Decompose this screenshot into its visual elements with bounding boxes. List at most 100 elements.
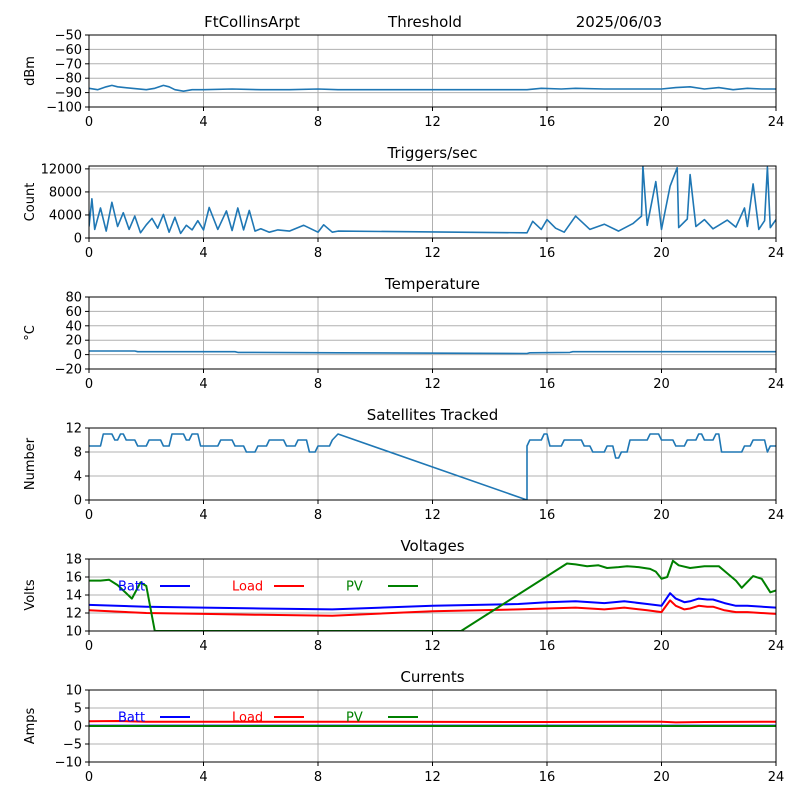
header-date: 2025/06/03 (576, 13, 662, 31)
y-tick-label: 20 (65, 334, 82, 349)
x-tick-label: 4 (199, 639, 207, 654)
x-tick-label: 16 (539, 377, 556, 392)
series-line-load (89, 599, 776, 617)
x-tick-label: 24 (768, 377, 785, 392)
series-line-batt (89, 592, 776, 611)
legend-label-batt: Batt (118, 580, 145, 595)
y-tick-label: −50 (55, 29, 82, 44)
y-tick-label: −20 (55, 363, 82, 378)
panel-voltages: 0 4 8 12 16 20 24 10 12 14 16 18 Voltages Volts Batt Lo… (23, 537, 784, 654)
panel-currents: 0 4 8 12 16 20 24 −10 −5 0 5 10 Currents Amps Batt Load… (23, 668, 784, 785)
x-tick-label: 12 (424, 770, 441, 785)
legend-label-batt: Batt (118, 711, 145, 726)
panel-title: Satellites Tracked (367, 406, 498, 424)
panel-triggers: 0 4 8 12 16 20 24 0 4000 8000 12000 Triggers/sec Cou… (23, 144, 784, 261)
y-axis-label: dBm (23, 56, 38, 86)
x-tick-label: 20 (653, 508, 670, 523)
x-tick-label: 0 (85, 639, 93, 654)
x-tick-label: 8 (314, 639, 322, 654)
y-tick-label: −10 (55, 756, 82, 771)
y-tick-label: 4 (74, 470, 82, 485)
x-tick-label: 16 (539, 639, 556, 654)
y-tick-label: 8000 (49, 185, 82, 200)
y-tick-label: 12 (65, 607, 82, 622)
y-tick-label: 80 (65, 291, 82, 306)
panel-title: Voltages (400, 537, 464, 555)
y-axis-label: Count (23, 183, 38, 222)
x-tick-label: 8 (314, 508, 322, 523)
x-tick-label: 24 (768, 246, 785, 261)
series-line (89, 433, 776, 500)
panel-satellites: 0 4 8 12 16 20 24 0 4 8 12 Satellites Tracked Number (23, 406, 784, 523)
y-tick-label: 0 (74, 494, 82, 509)
y-tick-label: 12 (65, 422, 82, 437)
header-station: FtCollinsArpt (204, 13, 300, 31)
panel-signal: 0 4 8 12 16 20 24 −100−90−80−70−60−50 dBm (23, 29, 784, 131)
y-tick-label: 10 (65, 684, 82, 699)
legend-label-load: Load (232, 711, 263, 726)
x-tick-label: 24 (768, 508, 785, 523)
x-tick-label: 16 (539, 770, 556, 785)
y-tick-label: −5 (63, 738, 82, 753)
x-tick-label: 8 (314, 246, 322, 261)
x-tick-label: 20 (653, 115, 670, 130)
series-line (89, 350, 776, 355)
y-axis-label: Volts (23, 579, 38, 611)
x-tick-label: 0 (85, 115, 93, 130)
x-tick-label: 4 (199, 246, 207, 261)
x-tick-label: 20 (653, 377, 670, 392)
x-tick-label: 12 (424, 115, 441, 130)
x-tick-label: 20 (653, 639, 670, 654)
panel-title: Currents (400, 668, 464, 686)
x-tick-label: 16 (539, 115, 556, 130)
legend-label-pv: PV (346, 580, 363, 595)
x-tick-label: 16 (539, 508, 556, 523)
x-tick-label: 20 (653, 770, 670, 785)
y-tick-label: 4000 (49, 208, 82, 223)
panel-title: Temperature (384, 275, 480, 293)
y-tick-label: 0 (74, 720, 82, 735)
x-tick-label: 12 (424, 246, 441, 261)
x-tick-label: 12 (424, 639, 441, 654)
series-line-load (89, 720, 776, 724)
y-tick-label: 8 (74, 446, 82, 461)
y-tick-label: −100 (46, 101, 82, 116)
x-tick-label: 8 (314, 770, 322, 785)
x-tick-label: 4 (199, 770, 207, 785)
panel-title: Triggers/sec (387, 144, 478, 162)
y-tick-label: 0 (74, 348, 82, 363)
x-tick-label: 24 (768, 115, 785, 130)
legend-label-pv: PV (346, 711, 363, 726)
x-tick-label: 12 (424, 377, 441, 392)
series-line (89, 166, 776, 235)
y-tick-label: 40 (65, 319, 82, 334)
x-tick-label: 4 (199, 508, 207, 523)
x-tick-label: 20 (653, 246, 670, 261)
x-tick-label: 16 (539, 246, 556, 261)
y-tick-label: 12000 (41, 162, 82, 177)
x-tick-label: 24 (768, 770, 785, 785)
y-tick-label: 18 (65, 553, 82, 568)
y-tick-label: 60 (65, 305, 82, 320)
x-tick-label: 0 (85, 508, 93, 523)
x-tick-label: 4 (199, 377, 207, 392)
x-tick-label: 0 (85, 770, 93, 785)
x-tick-label: 4 (199, 115, 207, 130)
x-tick-label: 12 (424, 508, 441, 523)
y-axis-label: Number (23, 437, 38, 490)
x-tick-label: 0 (85, 377, 93, 392)
x-tick-label: 8 (314, 115, 322, 130)
y-tick-label: 10 (65, 625, 82, 640)
y-tick-label: 14 (65, 589, 82, 604)
y-tick-label: −80 (55, 72, 82, 87)
series-line (89, 84, 776, 92)
x-tick-label: 24 (768, 639, 785, 654)
y-axis-label: °C (23, 325, 38, 341)
header-mode: Threshold (387, 13, 462, 31)
y-tick-label: −90 (55, 86, 82, 101)
legend-label-load: Load (232, 580, 263, 595)
y-tick-label: 0 (74, 232, 82, 247)
